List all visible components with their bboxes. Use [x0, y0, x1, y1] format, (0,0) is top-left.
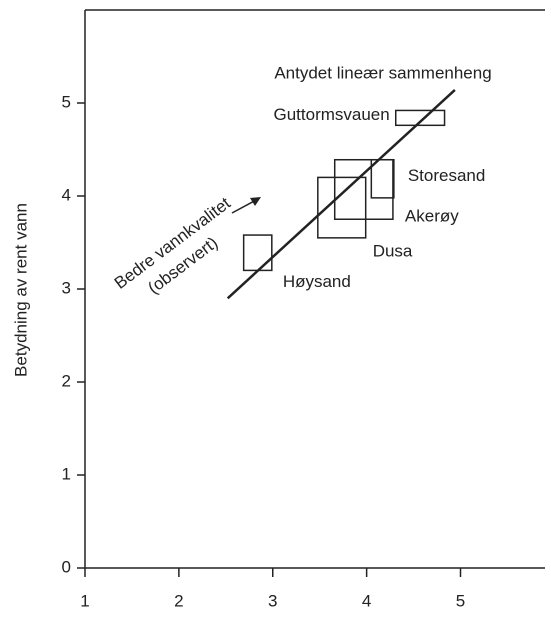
y-tick-label: 3	[62, 278, 71, 297]
x-tick-label: 3	[268, 591, 277, 610]
y-tick-label: 2	[62, 371, 71, 390]
range-box	[317, 176, 367, 239]
trend-label: Antydet lineær sammenheng	[274, 63, 491, 82]
box-label: Dusa	[373, 241, 413, 260]
y-tick-label: 1	[62, 464, 71, 483]
y-tick-label: 5	[62, 92, 71, 111]
trend-line	[226, 89, 456, 300]
range-box	[242, 234, 273, 272]
box-label: Storesand	[408, 166, 486, 185]
x-tick-label: 2	[174, 591, 183, 610]
box-label: Guttormsvauen	[274, 105, 390, 124]
box-label: Høysand	[283, 272, 351, 291]
annotation-arrowhead	[250, 197, 261, 206]
box-label: Akerøy	[405, 207, 459, 226]
x-tick-label: 5	[456, 591, 465, 610]
annotation: Bedre vannkvalitet (observert)	[111, 193, 234, 297]
y-tick-label: 0	[62, 557, 71, 576]
range-box	[394, 109, 446, 127]
range-box	[370, 158, 395, 199]
y-tick-label: 4	[62, 185, 71, 204]
y-axis-label: Betydning av rent vann	[11, 203, 30, 377]
x-tick-label: 1	[80, 591, 89, 610]
range-box	[333, 158, 394, 220]
x-tick-label: 4	[362, 591, 371, 610]
